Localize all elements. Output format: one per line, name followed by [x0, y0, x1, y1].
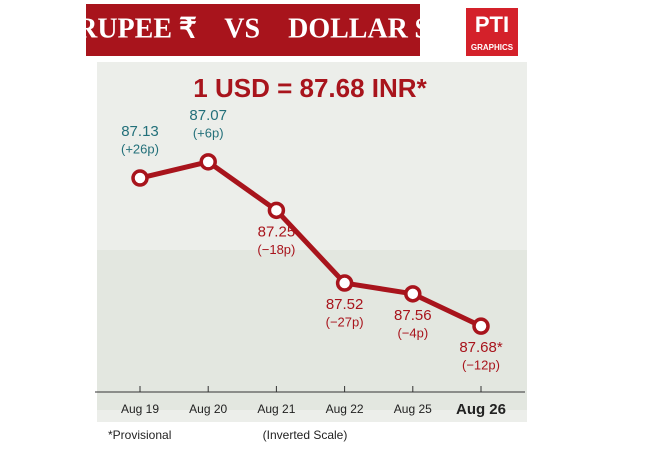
logo: PTI: [475, 12, 509, 37]
x-tick-label: Aug 22: [326, 402, 364, 416]
scale-note: (Inverted Scale): [263, 428, 348, 442]
change-label: (+6p): [193, 125, 224, 140]
value-label: 87.52: [326, 296, 364, 313]
value-label: 87.68*: [459, 339, 503, 356]
chart-title: RUPEE ₹ VS DOLLAR $: [77, 13, 429, 44]
value-label: 87.07: [189, 107, 227, 124]
change-label: (−12p): [462, 358, 500, 373]
value-label: 87.25: [258, 223, 296, 240]
value-label: 87.56: [394, 307, 432, 324]
point: [131, 169, 149, 187]
footnote: *Provisional: [108, 428, 171, 442]
x-tick-label: Aug 26: [456, 401, 506, 418]
point: [267, 201, 286, 220]
point: [472, 317, 490, 335]
change-label: (−4p): [397, 325, 428, 340]
x-tick-label: Aug 19: [121, 402, 159, 416]
change-label: (+26p): [121, 141, 159, 156]
title-banner: [86, 4, 420, 56]
banknote-background: [97, 250, 527, 410]
value-label: 87.13: [121, 123, 159, 140]
change-label: (−18p): [257, 242, 295, 257]
point: [199, 153, 217, 171]
point: [335, 274, 354, 292]
subtitle: 1 USD = 87.68 INR*: [193, 73, 427, 103]
line: [139, 159, 483, 329]
logo-subtitle: GRAPHICS: [471, 43, 514, 52]
x-tick-label: Aug 21: [257, 402, 295, 416]
point: [404, 285, 422, 303]
logo-box: [466, 8, 518, 56]
x-tick-label: Aug 20: [189, 402, 227, 416]
x-tick-label: Aug 25: [394, 402, 432, 416]
change-label: (−27p): [326, 314, 364, 329]
